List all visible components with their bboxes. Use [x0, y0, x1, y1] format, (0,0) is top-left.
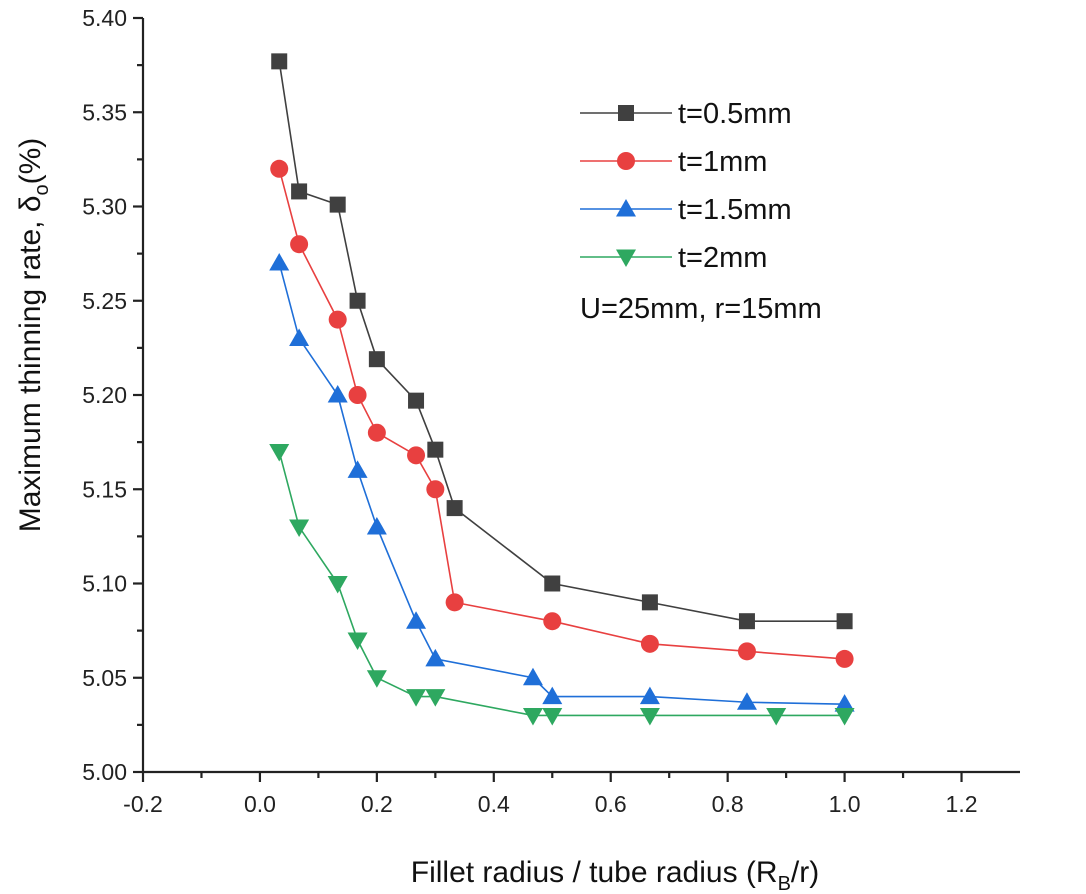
- data-point-triangle-up: [834, 694, 855, 712]
- data-point-triangle-up: [347, 460, 368, 478]
- series-line: [278, 168, 845, 660]
- legend: t=0.5mm t=1mm t=1.5mm t=2mm: [580, 98, 792, 274]
- data-point-triangle-down: [406, 689, 427, 707]
- data-point-triangle-down: [834, 707, 855, 726]
- x-axis-title-main: Fillet radius / tube radius (R: [411, 856, 778, 889]
- series-0: [271, 53, 853, 630]
- legend-label: t=1mm: [678, 146, 767, 178]
- data-point-circle: [640, 634, 659, 653]
- x-tick-label: 0.2: [361, 791, 393, 817]
- data-point-circle: [367, 423, 386, 442]
- data-point-square: [368, 351, 385, 368]
- data-point-square: [408, 392, 425, 409]
- legend-label: t=1.5mm: [678, 194, 792, 226]
- y-axis-title: Maximum thinning rate, δo(%): [14, 138, 53, 533]
- data-point-square: [349, 292, 366, 309]
- data-point-circle: [328, 310, 347, 329]
- data-point-triangle-up: [269, 253, 290, 271]
- parameter-annotation: U=25mm, r=15mm: [580, 293, 822, 325]
- series-line: [278, 451, 845, 717]
- y-tick-label: 5.15: [82, 476, 127, 502]
- x-tick-label: 0.0: [244, 791, 276, 817]
- data-point-triangle-up: [406, 611, 427, 629]
- data-point-triangle-up: [616, 199, 636, 217]
- series-2: [269, 253, 855, 712]
- series-layer: [269, 53, 855, 726]
- data-point-triangle-up: [327, 385, 348, 403]
- series-line: [278, 262, 845, 705]
- y-axis-title-end: (%): [14, 138, 47, 185]
- data-point-triangle-up: [736, 692, 757, 710]
- y-tick-label: 5.20: [82, 382, 127, 408]
- data-point-triangle-down: [269, 444, 290, 462]
- y-tick-label: 5.30: [82, 194, 127, 220]
- data-point-triangle-down: [425, 689, 446, 707]
- x-axis-title: Fillet radius / tube radius (RB/r): [411, 856, 819, 894]
- data-point-circle: [290, 235, 309, 254]
- x-tick-label: 0.4: [478, 791, 510, 817]
- data-point-triangle-up: [522, 667, 543, 686]
- y-tick-label: 5.10: [82, 571, 127, 597]
- legend-entry: t=1.5mm: [580, 194, 792, 226]
- x-tick-label: 1.0: [829, 791, 861, 817]
- data-point-triangle-down: [766, 707, 787, 726]
- data-point-circle: [270, 159, 289, 178]
- x-axis-title-subscript: B: [778, 873, 791, 894]
- data-point-circle: [617, 152, 635, 170]
- data-point-triangle-up: [542, 686, 563, 705]
- x-axis-title-end: /r): [791, 856, 819, 889]
- data-point-triangle-down: [366, 670, 387, 688]
- data-point-triangle-up: [425, 648, 446, 667]
- y-tick-label: 5.40: [82, 5, 127, 31]
- data-point-square: [446, 500, 463, 517]
- data-point-circle: [426, 480, 445, 499]
- data-point-square: [836, 613, 853, 630]
- data-point-square: [427, 441, 444, 458]
- data-point-triangle-up: [639, 686, 660, 705]
- data-point-circle: [737, 642, 756, 661]
- data-point-circle: [543, 612, 562, 631]
- x-tick-label: 1.2: [946, 791, 978, 817]
- data-point-circle: [407, 446, 426, 465]
- axis-ticks: -0.2 0.0 0.2 0.4 0.6 0.8 1.0 1.2 5.00 5.05 5.10 5.1…: [82, 5, 977, 817]
- series-1: [270, 159, 854, 668]
- data-point-triangle-down: [542, 707, 563, 726]
- x-tick-label: -0.2: [123, 791, 163, 817]
- data-point-triangle-up: [366, 516, 387, 535]
- y-tick-label: 5.35: [82, 99, 127, 125]
- legend-label: t=2mm: [678, 242, 767, 274]
- data-point-triangle-down: [522, 707, 543, 726]
- data-point-triangle-down: [327, 576, 348, 594]
- y-tick-label: 5.05: [82, 665, 127, 691]
- data-point-square: [738, 613, 755, 630]
- data-point-triangle-down: [289, 519, 310, 537]
- y-axis-title-main: Maximum thinning rate, δ: [14, 195, 47, 532]
- data-point-triangle-down: [616, 249, 636, 267]
- data-point-triangle-down: [347, 632, 368, 651]
- legend-label: t=0.5mm: [678, 98, 792, 130]
- data-point-triangle-up: [289, 328, 310, 346]
- data-point-square: [271, 53, 288, 70]
- legend-entry: t=2mm: [580, 242, 767, 274]
- data-point-triangle-down: [639, 707, 660, 726]
- data-point-square: [329, 196, 346, 213]
- y-tick-label: 5.25: [82, 288, 127, 314]
- legend-entry: t=1mm: [580, 146, 767, 178]
- series-3: [269, 444, 855, 726]
- x-tick-label: 0.8: [712, 791, 744, 817]
- y-tick-label: 5.00: [82, 759, 127, 785]
- data-point-square: [291, 183, 308, 200]
- data-point-circle: [445, 593, 464, 612]
- data-point-square: [618, 105, 634, 121]
- plot-area: [141, 18, 1020, 774]
- y-axis-title-subscript: o: [31, 184, 53, 195]
- x-tick-label: 0.6: [595, 791, 627, 817]
- data-point-square: [641, 594, 658, 611]
- data-point-circle: [835, 649, 854, 668]
- data-point-circle: [348, 386, 367, 404]
- legend-entry: t=0.5mm: [580, 98, 792, 130]
- data-point-square: [544, 575, 561, 592]
